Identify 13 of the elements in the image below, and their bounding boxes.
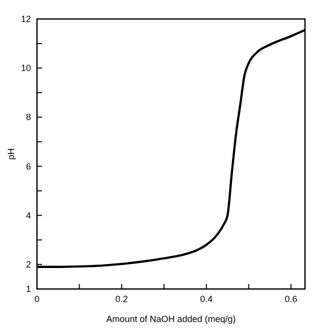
x-tick-label: 0.2 <box>115 294 128 304</box>
x-tick-label: 0.6 <box>284 294 298 304</box>
y-tick-label: 8 <box>26 112 31 122</box>
y-tick-label: 12 <box>20 14 31 24</box>
x-tick-label: 0.4 <box>200 294 213 304</box>
y-tick-label: 1 <box>26 284 31 294</box>
x-tick-label: 0 <box>34 294 40 304</box>
y-tick-label: 4 <box>26 210 31 220</box>
y-tick-label: 2 <box>26 259 31 270</box>
x-axis-title: Amount of NaOH added (meq/g) <box>106 314 236 324</box>
y-tick-label: 10 <box>20 63 31 74</box>
y-tick-label: 6 <box>26 161 31 172</box>
y-axis-title: pH <box>6 148 16 160</box>
